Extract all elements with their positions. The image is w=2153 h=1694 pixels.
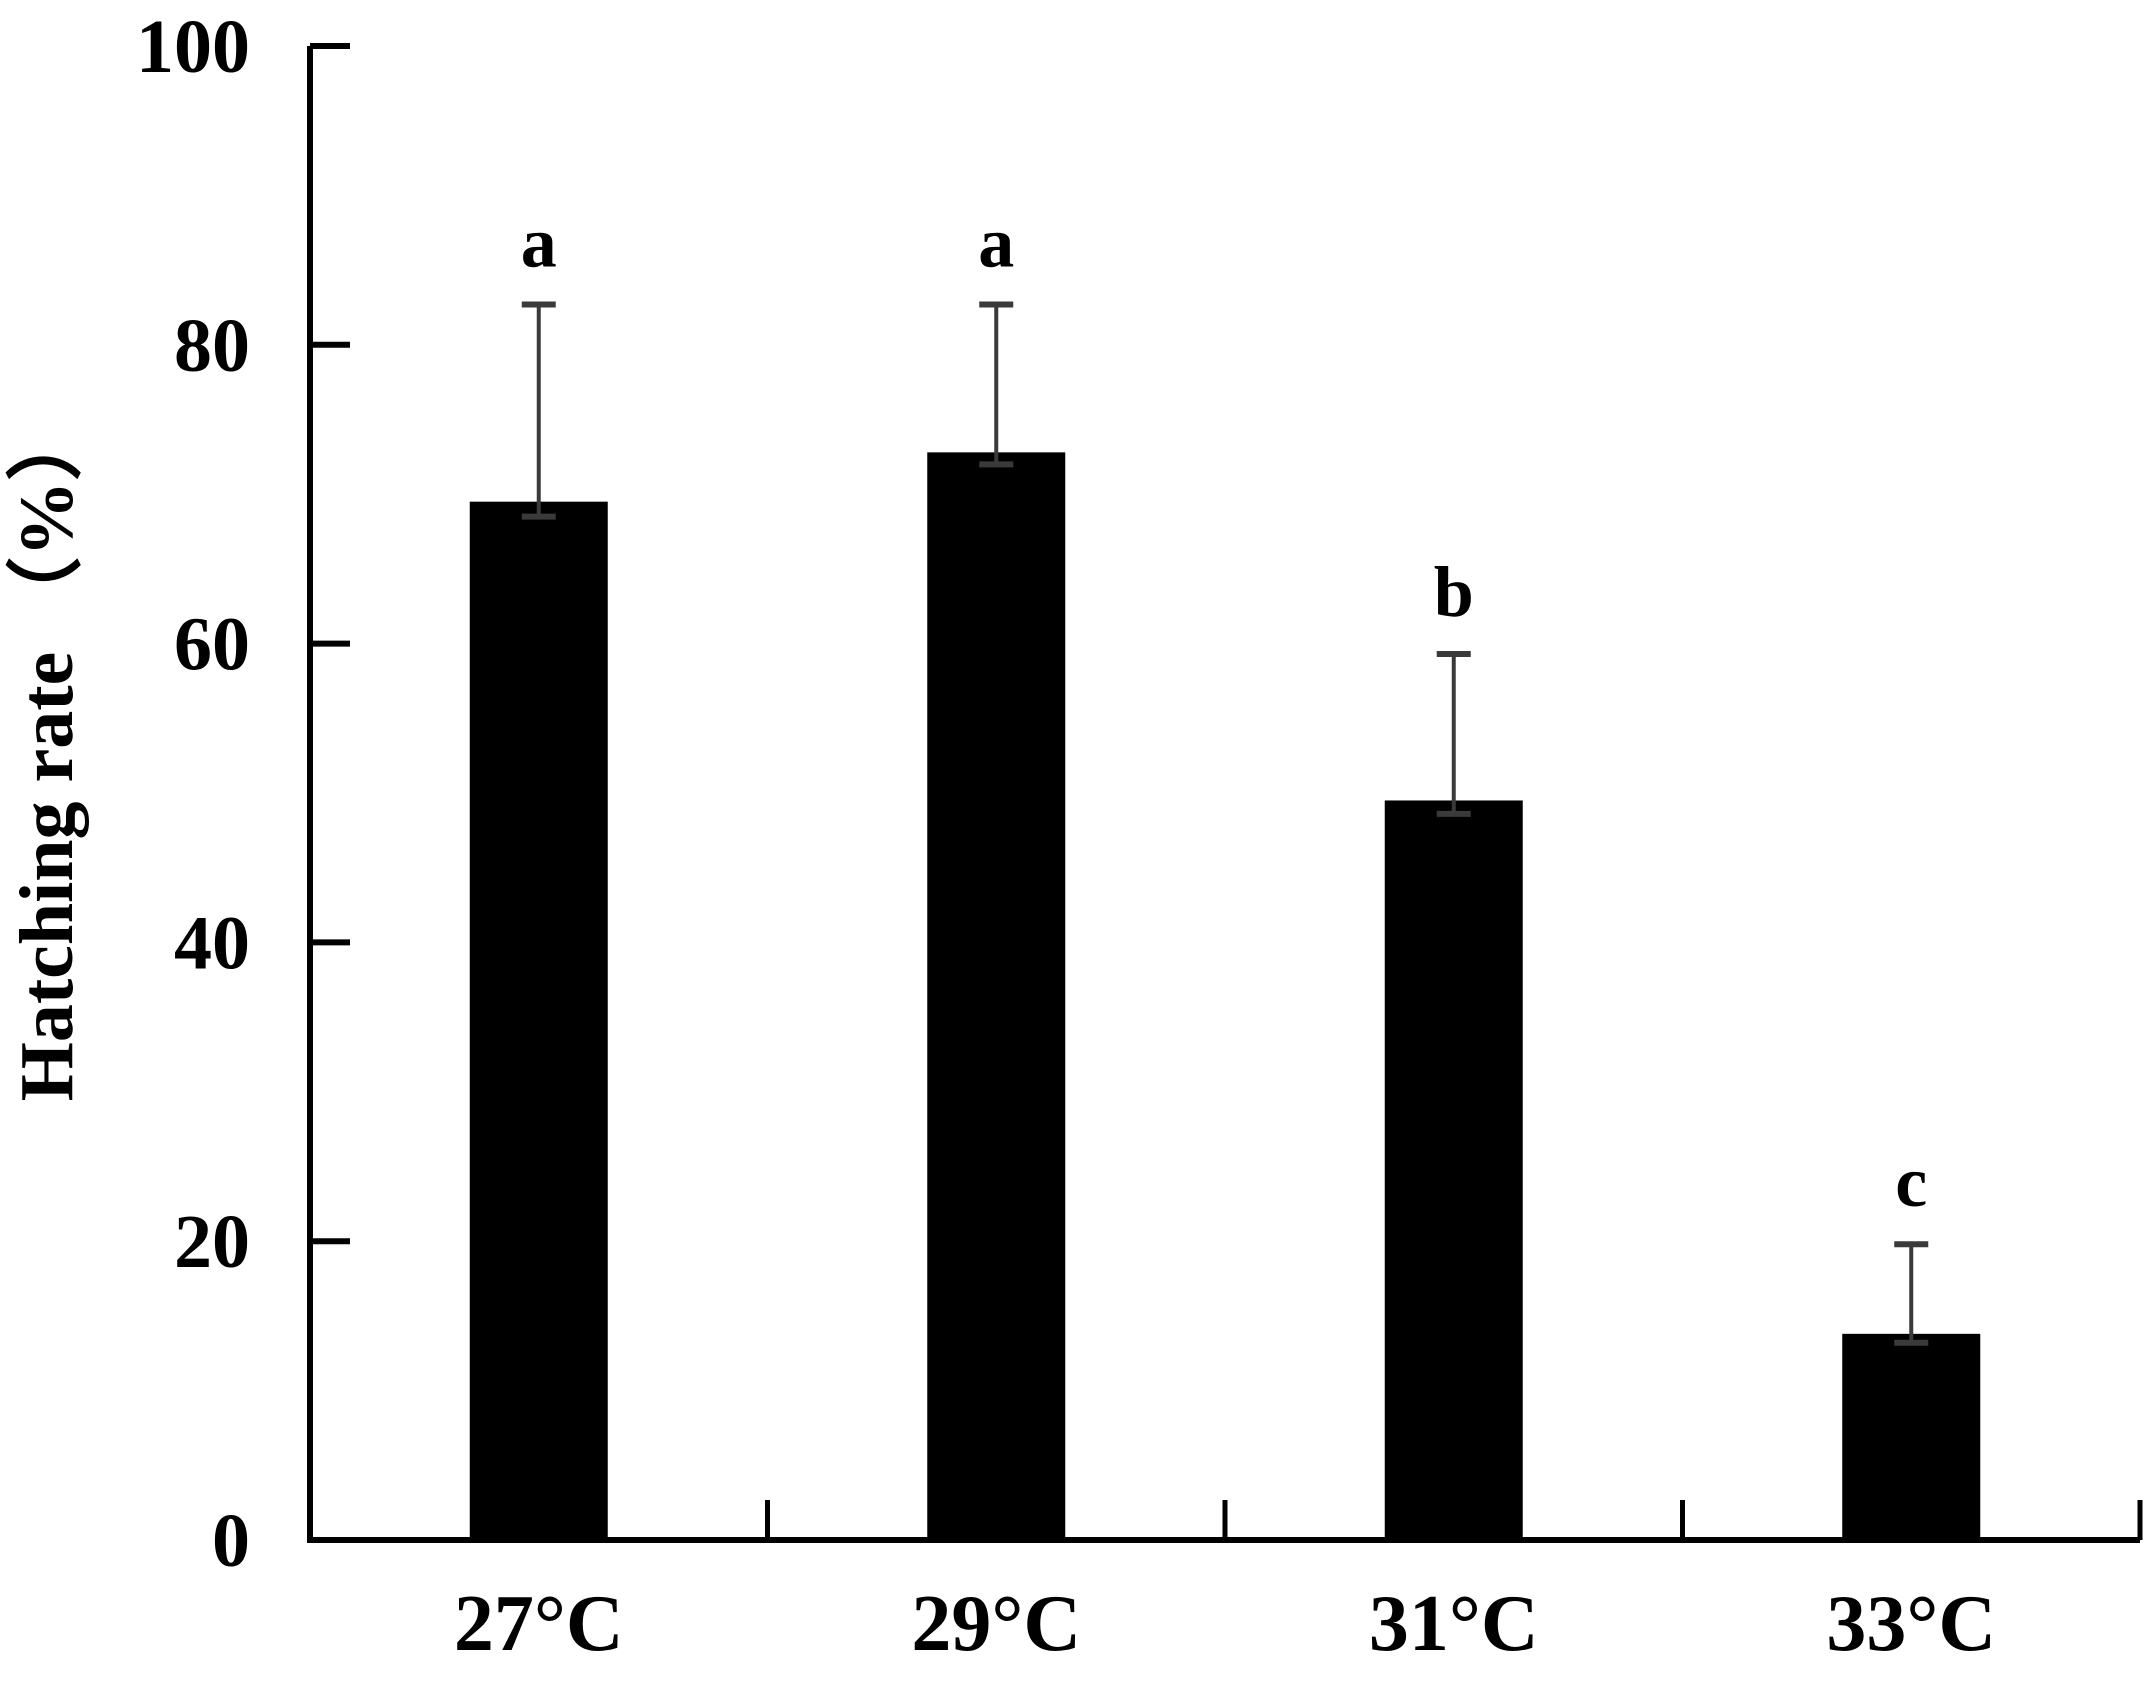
category-labels: 27°C 29°C 31°C 33°C — [454, 1580, 1996, 1668]
y-axis-label: Hatching rate （%） — [5, 405, 89, 1102]
significance-letters: a a b c — [521, 202, 1927, 1222]
error-bars — [521, 301, 1929, 1346]
significance-letter: a — [978, 202, 1014, 282]
bar — [927, 452, 1066, 1540]
y-tick-label: 40 — [174, 901, 250, 985]
x-category-label: 33°C — [1826, 1580, 1996, 1668]
y-tick-label: 0 — [212, 1499, 250, 1583]
bar — [1842, 1333, 1981, 1540]
x-axis-ticks — [765, 1500, 2143, 1540]
bar — [1384, 800, 1523, 1540]
error-bar — [1436, 651, 1471, 817]
significance-letter: a — [521, 202, 557, 282]
error-bar — [1894, 1241, 1929, 1346]
y-tick-label: 80 — [174, 304, 250, 388]
y-axis-ticks: 0 20 40 60 80 100 — [136, 5, 350, 1583]
y-tick-label: 100 — [136, 5, 250, 89]
significance-letter: c — [1895, 1142, 1927, 1222]
x-category-label: 27°C — [454, 1580, 624, 1668]
y-tick-label: 60 — [174, 603, 250, 687]
bar — [469, 501, 608, 1540]
significance-letter: b — [1434, 552, 1474, 632]
error-bar — [979, 301, 1014, 468]
x-category-label: 31°C — [1369, 1580, 1539, 1668]
x-category-label: 29°C — [911, 1580, 1081, 1668]
y-tick-label: 20 — [174, 1200, 250, 1284]
bars — [469, 452, 1981, 1540]
error-bar — [521, 301, 556, 520]
